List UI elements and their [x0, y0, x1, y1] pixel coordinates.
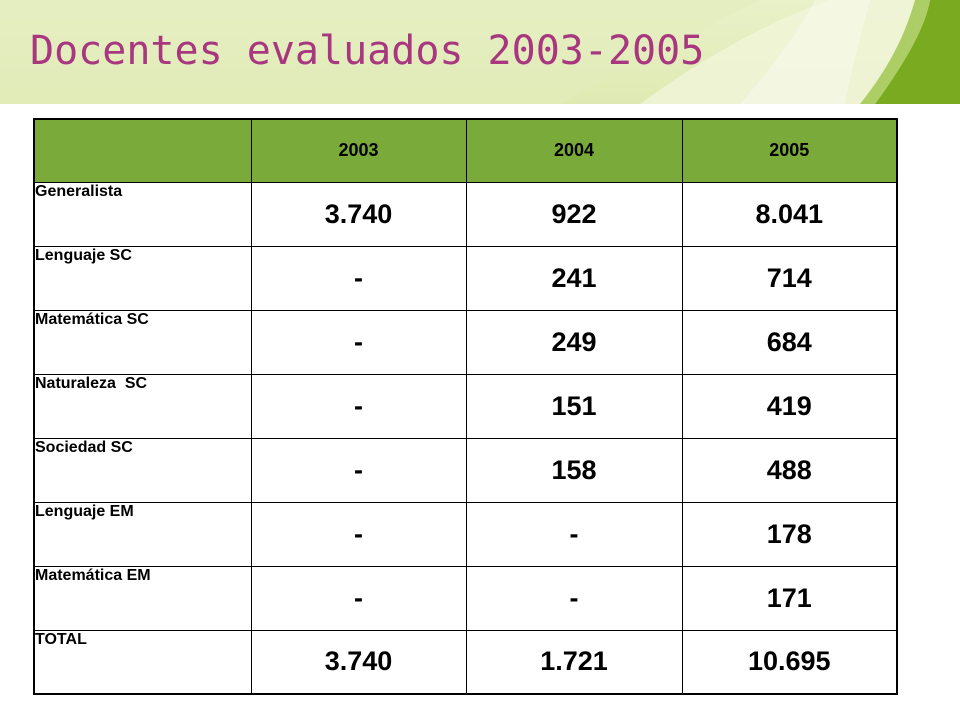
- cell-value: 3.740: [250, 629, 467, 695]
- cell-value: 249: [465, 309, 683, 375]
- cell-value: -: [250, 309, 467, 375]
- cell-value: 3.740: [250, 181, 467, 247]
- header-decoration: [0, 0, 960, 104]
- cell-value: -: [250, 245, 467, 311]
- row-label: Lenguaje EM: [33, 501, 252, 567]
- cell-value: 8.041: [681, 181, 898, 247]
- table-row: Sociedad SC - 158 488: [33, 437, 898, 503]
- table-row: Generalista 3.740 922 8.041: [33, 181, 898, 247]
- table-row-total: TOTAL 3.740 1.721 10.695: [33, 629, 898, 695]
- table-row: Lenguaje SC - 241 714: [33, 245, 898, 311]
- row-label: Sociedad SC: [33, 437, 252, 503]
- cell-value: -: [250, 565, 467, 631]
- table-row: Naturaleza SC - 151 419: [33, 373, 898, 439]
- row-label: Matemática EM: [33, 565, 252, 631]
- cell-value: 158: [465, 437, 683, 503]
- cell-value: 151: [465, 373, 683, 439]
- cell-value: 488: [681, 437, 898, 503]
- table-row: Lenguaje EM - - 178: [33, 501, 898, 567]
- cell-value: 10.695: [681, 629, 898, 695]
- cell-value: 1.721: [465, 629, 683, 695]
- page-title: Docentes evaluados 2003-2005: [30, 28, 705, 74]
- cell-value: -: [465, 501, 683, 567]
- cell-value: -: [250, 373, 467, 439]
- cell-value: 178: [681, 501, 898, 567]
- row-label: Generalista: [33, 181, 252, 247]
- header-cell-2004: 2004: [465, 118, 683, 183]
- row-label: Matemática SC: [33, 309, 252, 375]
- data-table: 2003 2004 2005 Generalista 3.740 922 8.0…: [33, 118, 898, 695]
- header-cell-empty: [33, 118, 252, 183]
- table-header-row: 2003 2004 2005: [33, 118, 898, 183]
- cell-value: 922: [465, 181, 683, 247]
- cell-value: 684: [681, 309, 898, 375]
- header-cell-2003: 2003: [250, 118, 467, 183]
- cell-value: -: [465, 565, 683, 631]
- row-label: Naturaleza SC: [33, 373, 252, 439]
- table-row: Matemática SC - 249 684: [33, 309, 898, 375]
- header-cell-2005: 2005: [681, 118, 898, 183]
- cell-value: 241: [465, 245, 683, 311]
- table-row: Matemática EM - - 171: [33, 565, 898, 631]
- row-label: Lenguaje SC: [33, 245, 252, 311]
- cell-value: 419: [681, 373, 898, 439]
- cell-value: 714: [681, 245, 898, 311]
- cell-value: -: [250, 437, 467, 503]
- row-label-total: TOTAL: [33, 629, 252, 695]
- cell-value: 171: [681, 565, 898, 631]
- cell-value: -: [250, 501, 467, 567]
